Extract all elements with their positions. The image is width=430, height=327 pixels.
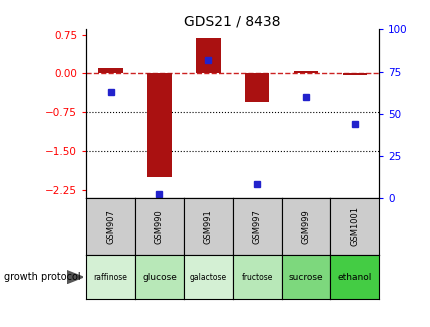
Bar — [293, 71, 317, 74]
Text: galactose: galactose — [189, 273, 226, 282]
Bar — [244, 74, 269, 102]
Bar — [147, 74, 171, 177]
Polygon shape — [67, 271, 83, 284]
Text: fructose: fructose — [241, 273, 272, 282]
Text: growth protocol: growth protocol — [4, 272, 81, 282]
Title: GDS21 / 8438: GDS21 / 8438 — [184, 14, 280, 28]
Text: GSM999: GSM999 — [301, 209, 310, 244]
Text: glucose: glucose — [142, 273, 176, 282]
Text: GSM997: GSM997 — [252, 209, 261, 244]
Text: sucrose: sucrose — [288, 273, 322, 282]
Text: ethanol: ethanol — [337, 273, 371, 282]
Text: GSM990: GSM990 — [155, 209, 163, 244]
Bar — [342, 74, 366, 75]
Text: GSM1001: GSM1001 — [350, 206, 359, 247]
Bar — [196, 38, 220, 74]
Text: GSM907: GSM907 — [106, 209, 115, 244]
Text: raffinose: raffinose — [93, 273, 127, 282]
Bar — [98, 68, 123, 74]
Text: GSM991: GSM991 — [203, 209, 212, 244]
